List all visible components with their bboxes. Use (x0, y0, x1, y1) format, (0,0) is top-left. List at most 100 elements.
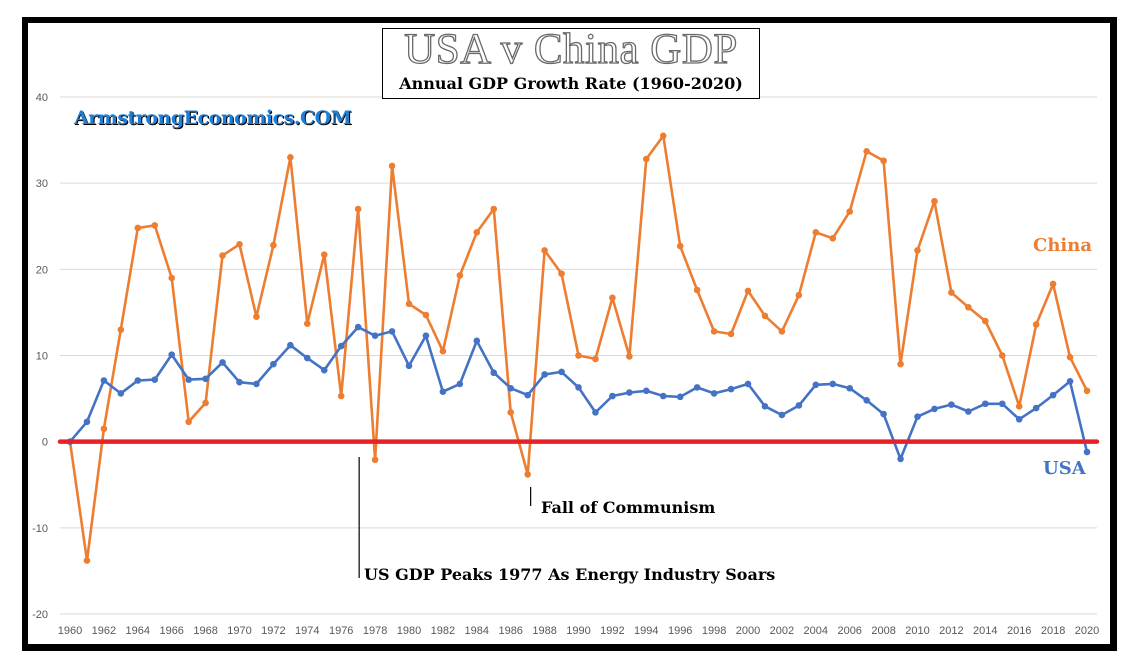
data-point-usa (439, 388, 447, 395)
data-point-china (83, 557, 91, 564)
data-point-usa (134, 377, 142, 384)
data-point-china (473, 228, 481, 236)
series-label-usa: USA (1043, 458, 1086, 479)
chart-title: USA v China GDP (404, 26, 738, 73)
x-tick-label: 1974 (295, 625, 319, 637)
y-tick-label: 30 (36, 178, 48, 190)
data-point-usa (1015, 415, 1023, 423)
x-tick-label: 2018 (1041, 625, 1065, 637)
series-label-china: China (1033, 235, 1093, 256)
x-tick-label: 2016 (1007, 625, 1031, 637)
data-point-usa (1066, 378, 1074, 385)
data-point-china (134, 224, 142, 232)
data-point-usa (914, 413, 921, 420)
annotation-lines (358, 457, 532, 578)
data-point-china (982, 317, 989, 325)
x-tick-label: 1970 (227, 625, 251, 637)
data-point-usa (558, 368, 565, 376)
data-point-usa (676, 393, 684, 401)
data-point-china (253, 313, 260, 321)
annotation-fall-of-communism: Fall of Communism (541, 498, 716, 517)
x-tick-label: 1980 (397, 625, 421, 637)
data-point-usa (202, 375, 209, 383)
x-tick-label: 2000 (736, 625, 760, 637)
annotation-us-gdp-peak: US GDP Peaks 1977 As Energy Industry Soa… (364, 565, 776, 584)
data-point-usa (1049, 391, 1057, 399)
data-point-usa (422, 332, 430, 339)
data-point-china (405, 300, 413, 308)
data-point-usa (812, 381, 820, 389)
x-tick-label: 1990 (566, 625, 590, 637)
data-point-china (354, 205, 362, 213)
x-tick-label: 1960 (58, 625, 82, 637)
data-point-china (880, 157, 887, 165)
x-tick-label: 1986 (498, 625, 522, 637)
x-tick-label: 1962 (92, 625, 116, 637)
data-point-usa (931, 405, 938, 413)
data-point-china (626, 353, 633, 360)
x-tick-label: 2006 (837, 625, 861, 637)
data-point-china (558, 270, 565, 277)
series-layer (66, 132, 1091, 564)
data-point-usa (524, 391, 531, 399)
y-tick-label: 40 (36, 92, 48, 104)
data-point-china (914, 247, 921, 254)
data-point-china (863, 147, 870, 155)
data-point-china (439, 347, 447, 355)
x-tick-label: 1968 (193, 625, 217, 637)
data-point-usa (948, 401, 955, 408)
x-tick-label: 2002 (770, 625, 794, 637)
data-point-china (287, 154, 294, 161)
data-point-china (1032, 321, 1040, 328)
data-point-china (778, 328, 786, 335)
x-tick-label: 1996 (668, 625, 692, 637)
x-tick-label: 2004 (804, 625, 828, 637)
data-point-usa (609, 392, 616, 400)
data-point-china (744, 287, 752, 295)
data-point-usa (507, 384, 514, 392)
data-point-china (676, 242, 684, 250)
data-point-china (388, 162, 396, 170)
y-tick-label: 10 (36, 351, 48, 363)
title-box: USA v China GDP Annual GDP Growth Rate (… (382, 26, 760, 99)
x-tick-label: 1966 (159, 625, 183, 637)
y-tick-label: -10 (32, 523, 48, 535)
data-point-china (151, 222, 159, 229)
x-tick-label: 2020 (1075, 625, 1099, 637)
data-point-china (897, 360, 904, 368)
data-point-china (185, 418, 192, 426)
data-point-china (727, 330, 735, 338)
data-point-usa (151, 376, 159, 383)
x-tick-label: 1976 (329, 625, 353, 637)
data-point-china (609, 294, 616, 302)
data-point-usa (219, 359, 226, 366)
data-point-usa (287, 341, 294, 349)
data-point-china (1015, 403, 1023, 410)
watermark: ArmstrongEconomics.COM (74, 107, 352, 129)
data-point-china (168, 274, 175, 282)
data-point-china (965, 303, 972, 311)
x-tick-label: 2008 (871, 625, 895, 637)
data-point-china (490, 205, 498, 213)
x-tick-label: 1984 (465, 625, 489, 637)
series-line-usa (69, 325, 1089, 461)
data-point-usa (270, 360, 277, 368)
chart-frame (22, 17, 1117, 651)
data-point-usa (897, 455, 904, 463)
data-point-usa (575, 384, 582, 391)
data-point-usa (1083, 448, 1091, 456)
data-point-usa (727, 385, 735, 393)
data-point-china (710, 328, 718, 335)
data-point-china (117, 326, 125, 333)
x-tick-label: 1972 (261, 625, 285, 637)
data-point-china (846, 208, 853, 215)
data-point-usa (337, 342, 345, 350)
data-point-china (422, 311, 430, 319)
data-point-usa (371, 332, 379, 339)
y-tick-label: -20 (32, 609, 48, 621)
data-point-china (202, 399, 209, 407)
data-point-china (541, 247, 548, 254)
x-tick-label: 1992 (600, 625, 624, 637)
data-point-china (829, 235, 837, 242)
